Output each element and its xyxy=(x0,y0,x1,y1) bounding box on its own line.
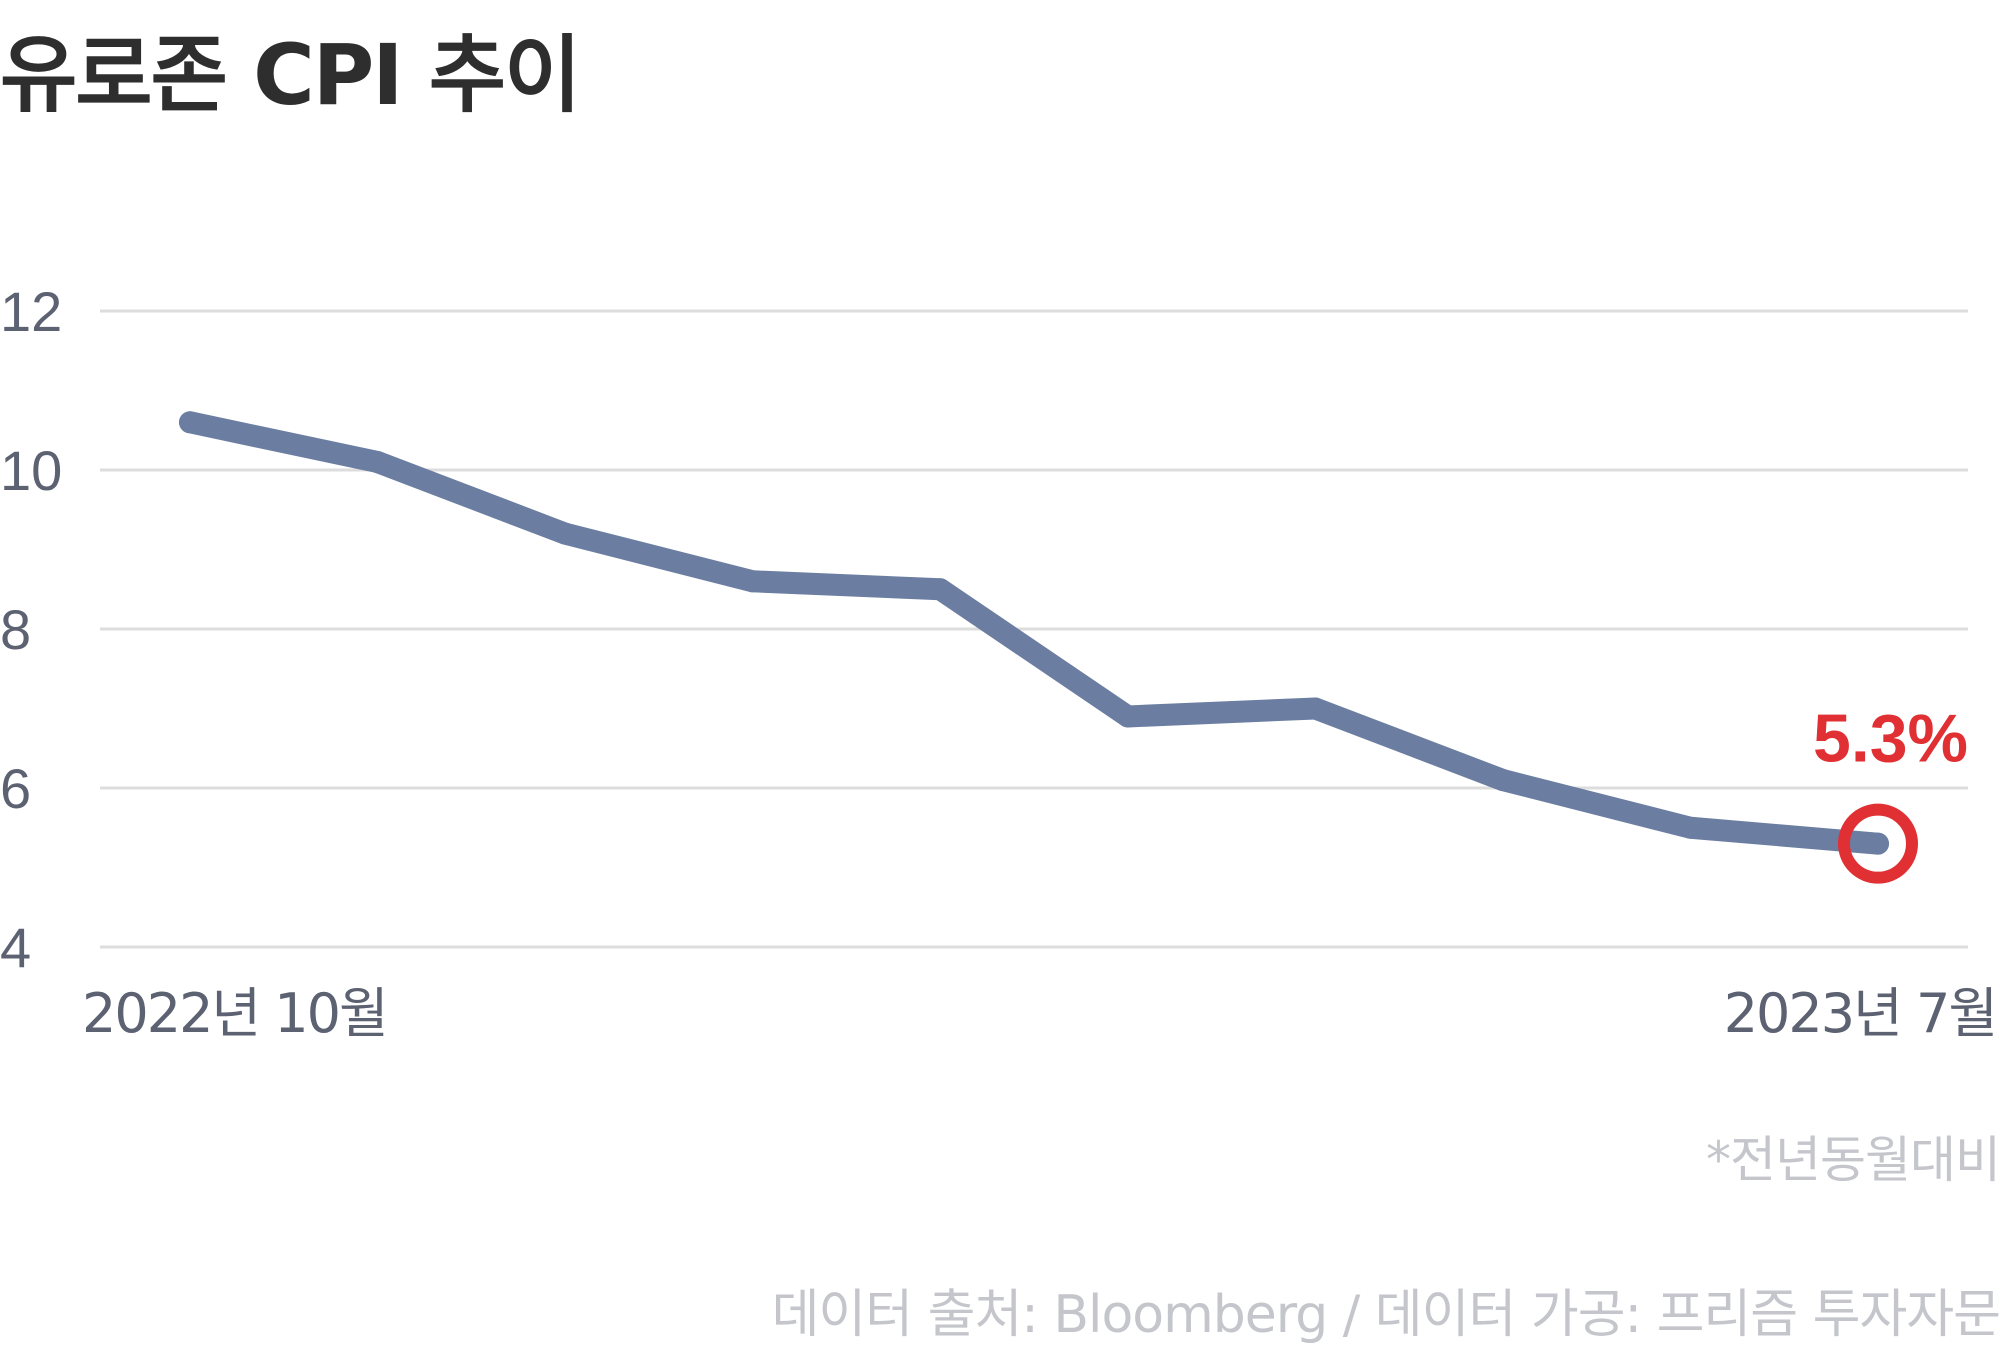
data-point-2023-04 xyxy=(1304,697,1327,720)
x-axis-ticks: 2022년 10월 2023년 7월 xyxy=(82,982,1998,1045)
end-value-label: 5.3% xyxy=(1813,701,1968,777)
yoy-footnote: *전년동월대비 xyxy=(1706,1131,2000,1189)
data-point-2022-12 xyxy=(554,522,577,545)
x-tick-label-start: 2022년 10월 xyxy=(82,982,387,1045)
y-tick-label-12: 12 xyxy=(0,280,62,343)
grid-lines xyxy=(100,309,1968,949)
highlight-layer: 5.3% xyxy=(1813,701,1968,884)
y-tick-label-6: 6 xyxy=(0,757,31,820)
data-point-2022-11 xyxy=(366,451,389,474)
y-tick-label-10: 10 xyxy=(0,439,62,502)
data-point-2023-06 xyxy=(1679,816,1702,839)
data-point-2023-05 xyxy=(1491,769,1514,792)
y-axis-ticks: 4 6 8 10 12 xyxy=(0,280,62,979)
data-point-2022-10 xyxy=(179,411,201,434)
highlight-marker xyxy=(1838,803,1918,884)
series-layer xyxy=(179,411,1889,855)
data-point-2023-01 xyxy=(741,570,764,593)
data-point-2023-02 xyxy=(929,578,952,601)
series-line-0 xyxy=(179,411,1889,855)
data-point-2023-03 xyxy=(1116,705,1139,728)
data-point-2023-07 xyxy=(1867,832,1889,855)
y-tick-label-4: 4 xyxy=(0,916,31,979)
data-source: 데이터 출처: Bloomberg / 데이터 가공: 프리즘 투자자문 xyxy=(771,1285,2000,1345)
chart-title: 유로존 CPI 추이 xyxy=(0,26,581,124)
y-tick-label-8: 8 xyxy=(0,598,31,661)
x-tick-label-end: 2023년 7월 xyxy=(1724,982,1996,1045)
